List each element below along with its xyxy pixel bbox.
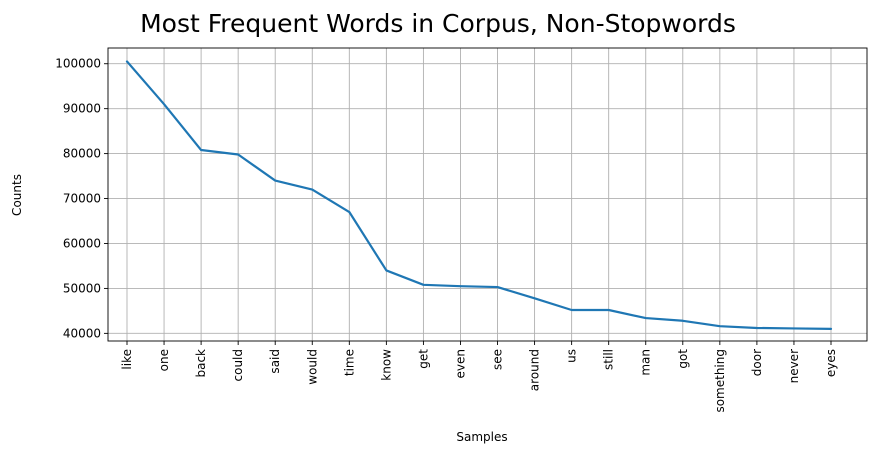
x-tick-label: still <box>602 349 616 370</box>
plot-frame <box>107 47 868 342</box>
y-tick-label: 90000 <box>63 102 101 116</box>
x-tick-label: would <box>305 349 319 385</box>
x-tick-label: eyes <box>824 349 838 377</box>
x-tick-label: know <box>379 349 393 381</box>
x-tick-label: man <box>639 349 653 376</box>
x-tick-label: back <box>194 349 208 378</box>
y-tick-label: 60000 <box>63 236 101 250</box>
series-layer <box>125 60 833 330</box>
y-tick-label: 100000 <box>55 57 101 71</box>
y-axis: 40000 50000 60000 70000 80000 90000 100000 <box>55 57 108 340</box>
y-tick-label: 70000 <box>63 192 101 206</box>
x-tick-label: got <box>676 349 690 369</box>
y-axis-label: Counts <box>10 174 24 216</box>
y-tick-label: 40000 <box>63 326 101 340</box>
x-tick-label: get <box>416 349 430 369</box>
x-tick-label: never <box>787 349 801 383</box>
x-tick-label: could <box>231 349 245 382</box>
x-tick-label: time <box>342 349 356 376</box>
chart-title: Most Frequent Words in Corpus, Non-Stopw… <box>140 9 736 38</box>
x-tick-label: around <box>528 349 542 391</box>
y-tick-label: 80000 <box>63 147 101 161</box>
x-tick-label: door <box>750 349 764 376</box>
grid <box>108 48 867 341</box>
y-tick-label: 50000 <box>63 281 101 295</box>
x-tick-label: said <box>268 349 282 374</box>
x-axis-label: Samples <box>456 430 507 444</box>
series-line <box>125 60 833 330</box>
x-tick-label: one <box>157 349 171 371</box>
x-tick-label: something <box>713 349 727 413</box>
x-tick-label: like <box>120 349 134 370</box>
x-tick-label: even <box>453 349 467 378</box>
x-axis: like one back could said would time know get even… <box>120 341 838 413</box>
x-tick-label: us <box>565 349 579 363</box>
x-tick-label: see <box>491 349 505 370</box>
